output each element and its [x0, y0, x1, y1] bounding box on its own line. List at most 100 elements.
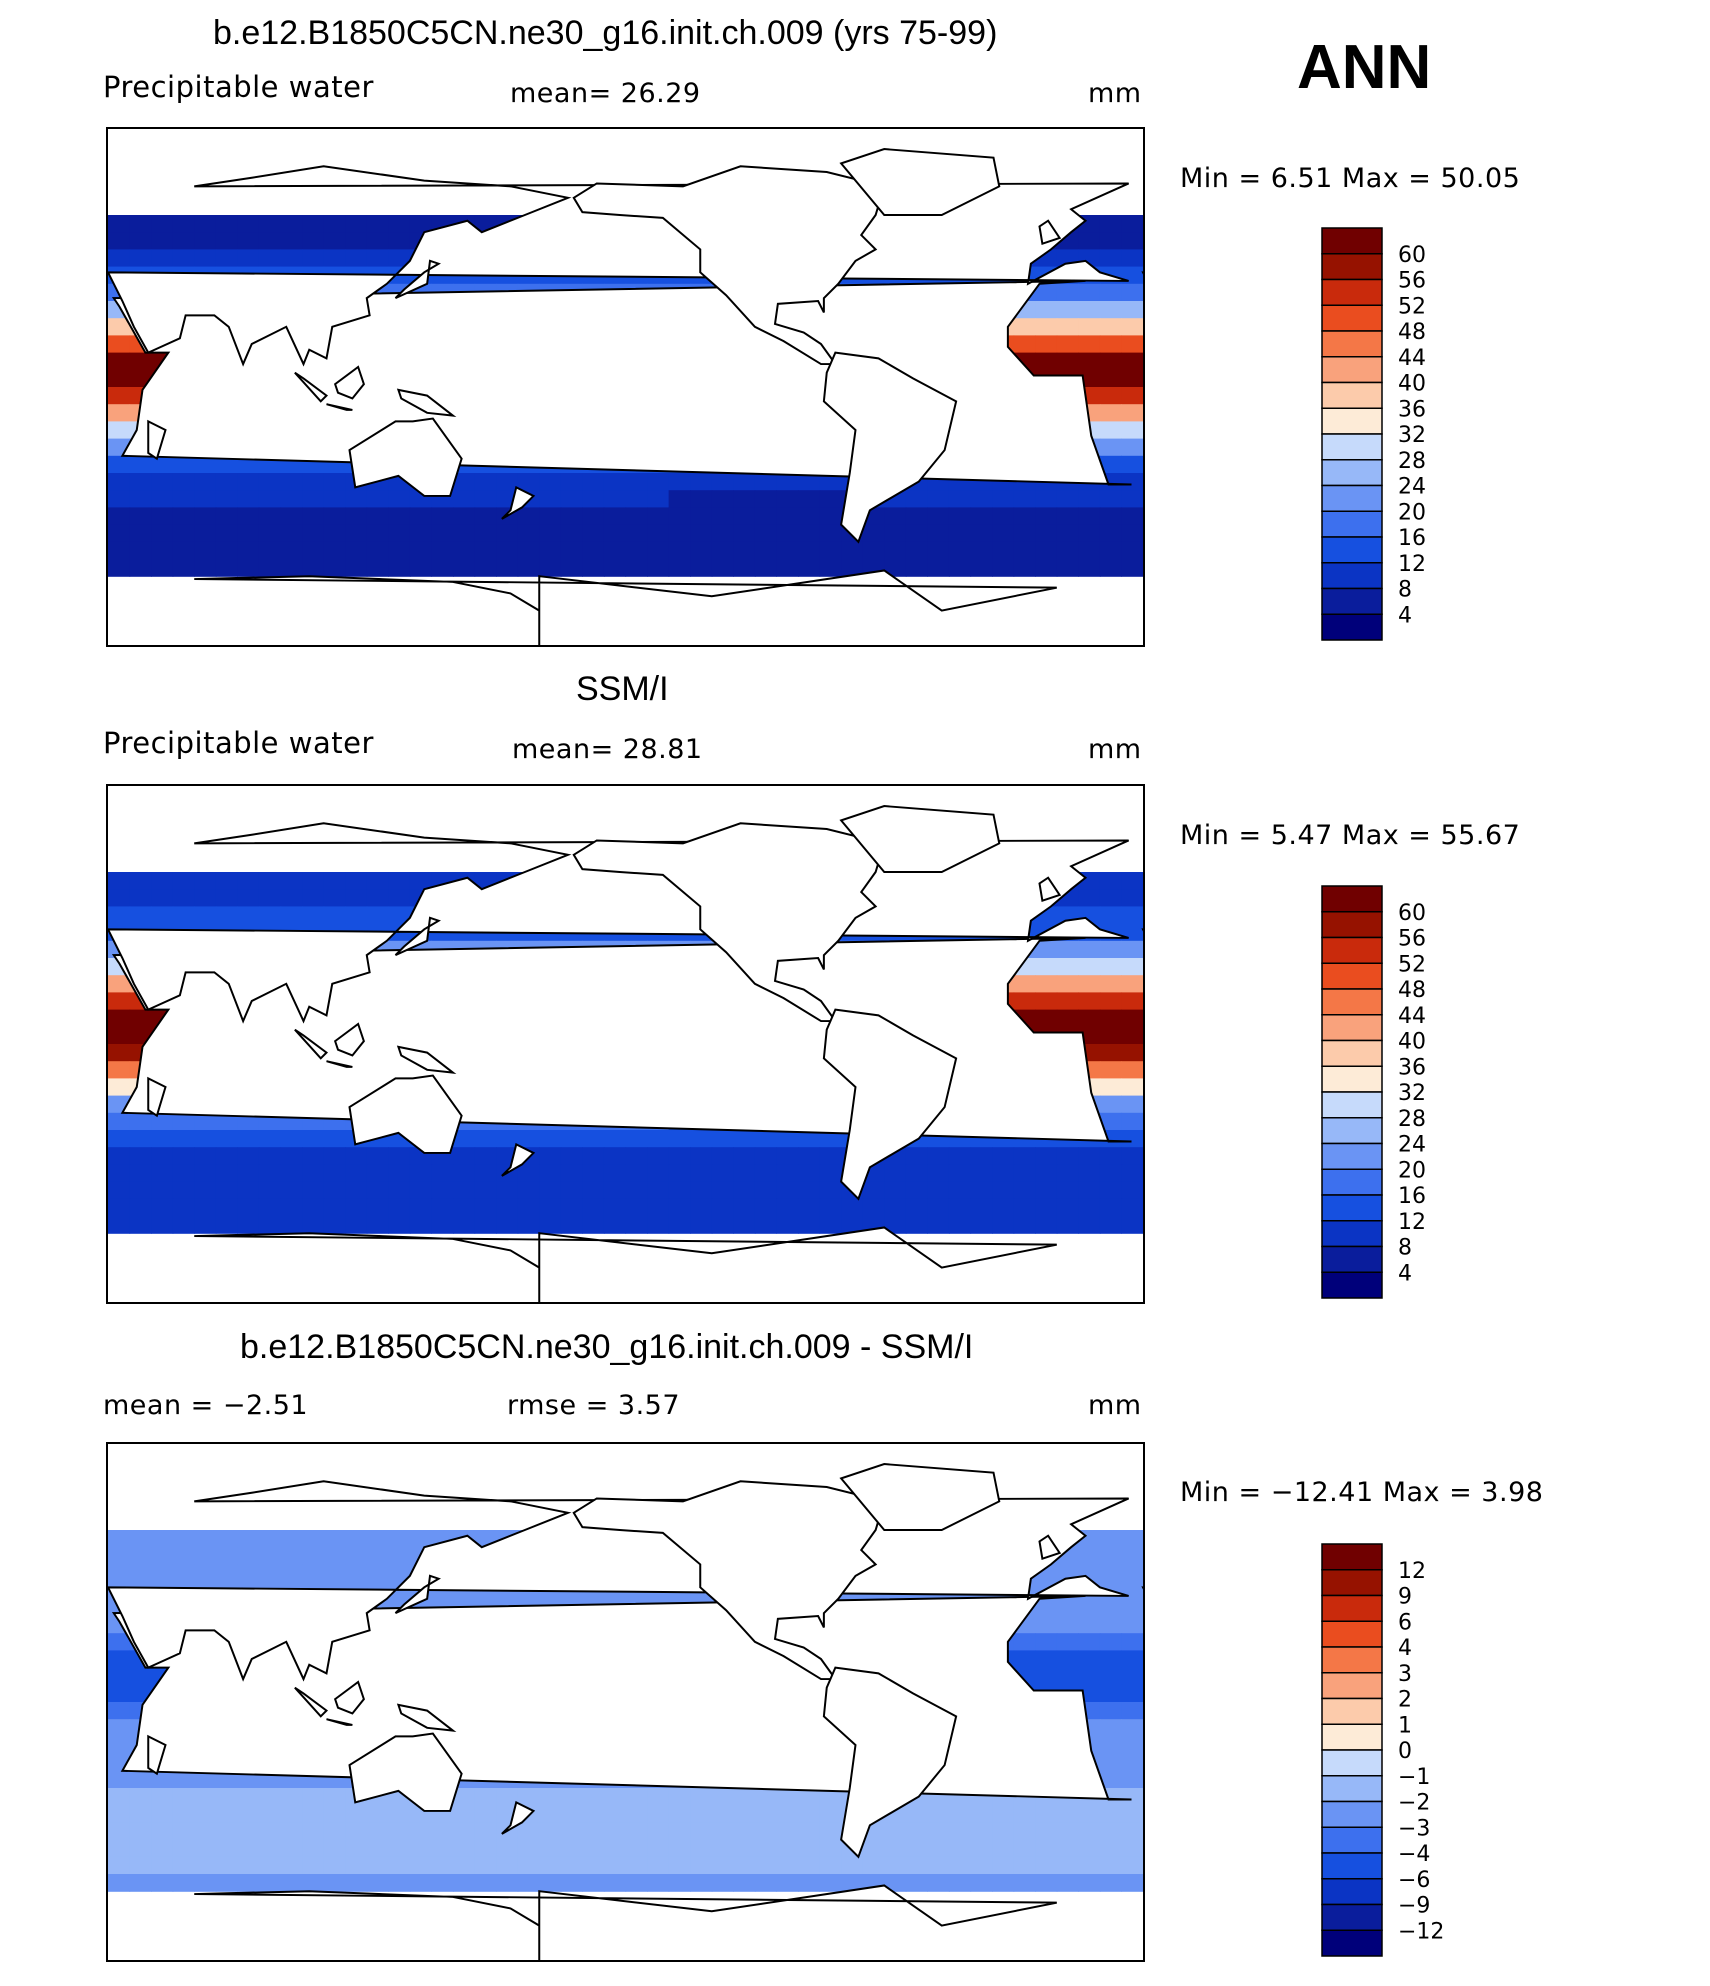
field-cell: [668, 541, 691, 560]
field-cell: [496, 1839, 519, 1858]
land-mass: [326, 1060, 353, 1068]
field-cell: [819, 1856, 842, 1875]
field-cell: [970, 559, 993, 577]
field-cell: [388, 1530, 411, 1548]
field-cell: [258, 541, 282, 560]
field-cell: [453, 1839, 476, 1858]
field-cell: [1078, 992, 1101, 1011]
field-cell: [1121, 1839, 1143, 1858]
field-cell: [776, 1164, 799, 1183]
colorbar-box: [1321, 911, 1383, 939]
field-cell: [280, 215, 303, 233]
field-cell: [345, 1547, 368, 1565]
field-cell: [798, 1130, 821, 1148]
field-cell: [733, 1839, 756, 1858]
field-cell: [194, 1788, 217, 1806]
field-cell: [172, 1216, 195, 1234]
field-cell: [323, 1164, 346, 1183]
field-cell: [453, 1147, 476, 1165]
colorbar-box: [1321, 1220, 1383, 1248]
field-cell: [323, 507, 346, 526]
field-cell: [1121, 490, 1143, 508]
panel-1-map: [106, 127, 1145, 647]
field-cell: [194, 490, 217, 508]
field-cell: [345, 1216, 368, 1234]
colorbar-box: [1321, 381, 1383, 409]
field-cell: [345, 1164, 368, 1183]
field-cell: [151, 490, 174, 508]
colorbar-tick-label: 16: [1398, 1184, 1426, 1209]
field-cell: [1013, 541, 1036, 560]
field-cell: [798, 490, 821, 508]
field-cell: [323, 889, 346, 907]
field-cell: [302, 1530, 325, 1548]
field-cell: [280, 524, 303, 543]
field-cell: [539, 1147, 562, 1165]
field-cell: [194, 1216, 217, 1234]
field-cell: [172, 1147, 195, 1165]
field-cell: [668, 1147, 691, 1165]
colorbar-box: [1321, 1749, 1383, 1777]
field-cell: [582, 1198, 605, 1217]
field-cell: [905, 1181, 928, 1200]
field-cell: [388, 1856, 411, 1875]
field-cell: [603, 1788, 627, 1806]
field-cell: [129, 1770, 152, 1789]
field-cell: [108, 404, 131, 422]
field-cell: [647, 507, 670, 526]
field-cell: [151, 1164, 174, 1183]
field-cell: [323, 1530, 346, 1548]
field-cell: [1099, 232, 1123, 250]
field-cell: [1099, 283, 1123, 302]
field-cell: [129, 1181, 152, 1200]
land-mass: [147, 1076, 167, 1118]
field-cell: [992, 541, 1015, 560]
colorbar-box: [1321, 1117, 1383, 1145]
field-cell: [603, 1164, 627, 1183]
colorbar-box: [1321, 1620, 1383, 1648]
field-cell: [1078, 1874, 1101, 1892]
field-cell: [237, 473, 260, 491]
field-cell: [1035, 524, 1058, 543]
field-cell: [690, 1856, 713, 1875]
field-cell: [151, 1805, 174, 1823]
panel-2-minmax: Min = 5.47 Max = 55.67: [1180, 820, 1521, 851]
field-cell: [992, 490, 1015, 508]
field-cell: [948, 1147, 972, 1165]
field-cell: [258, 490, 282, 508]
field-cell: [517, 1164, 540, 1183]
land-mass: [501, 1800, 536, 1835]
field-cell: [948, 559, 972, 577]
field-cell: [1099, 318, 1123, 336]
field-cell: [129, 1009, 152, 1028]
field-cell: [108, 507, 131, 526]
field-cell: [603, 1856, 627, 1875]
field-cell: [948, 1181, 972, 1200]
field-cell: [151, 1839, 174, 1858]
field-cell: [1099, 872, 1123, 890]
field-cell: [582, 1181, 605, 1200]
field-cell: [409, 1856, 433, 1875]
field-cell: [258, 507, 282, 526]
field-cell: [1035, 975, 1058, 993]
field-cell: [1121, 906, 1143, 925]
field-cell: [1099, 1633, 1123, 1651]
field-cell: [323, 872, 346, 890]
field-cell: [1056, 1198, 1079, 1217]
field-cell: [733, 559, 756, 577]
field-cell: [1056, 1164, 1079, 1183]
land-mass: [194, 1226, 1057, 1302]
field-cell: [754, 1856, 778, 1875]
field-cell: [474, 1130, 497, 1148]
colorbar-box: [1321, 962, 1383, 990]
field-cell: [1121, 1061, 1143, 1079]
field-cell: [302, 490, 325, 508]
field-cell: [1056, 1181, 1079, 1200]
field-cell: [733, 1130, 756, 1148]
field-cell: [215, 215, 238, 233]
land-mass: [348, 1732, 463, 1812]
field-cell: [603, 1130, 627, 1148]
field-cell: [409, 1198, 433, 1217]
field-cell: [453, 1164, 476, 1183]
field-cell: [129, 1822, 152, 1841]
